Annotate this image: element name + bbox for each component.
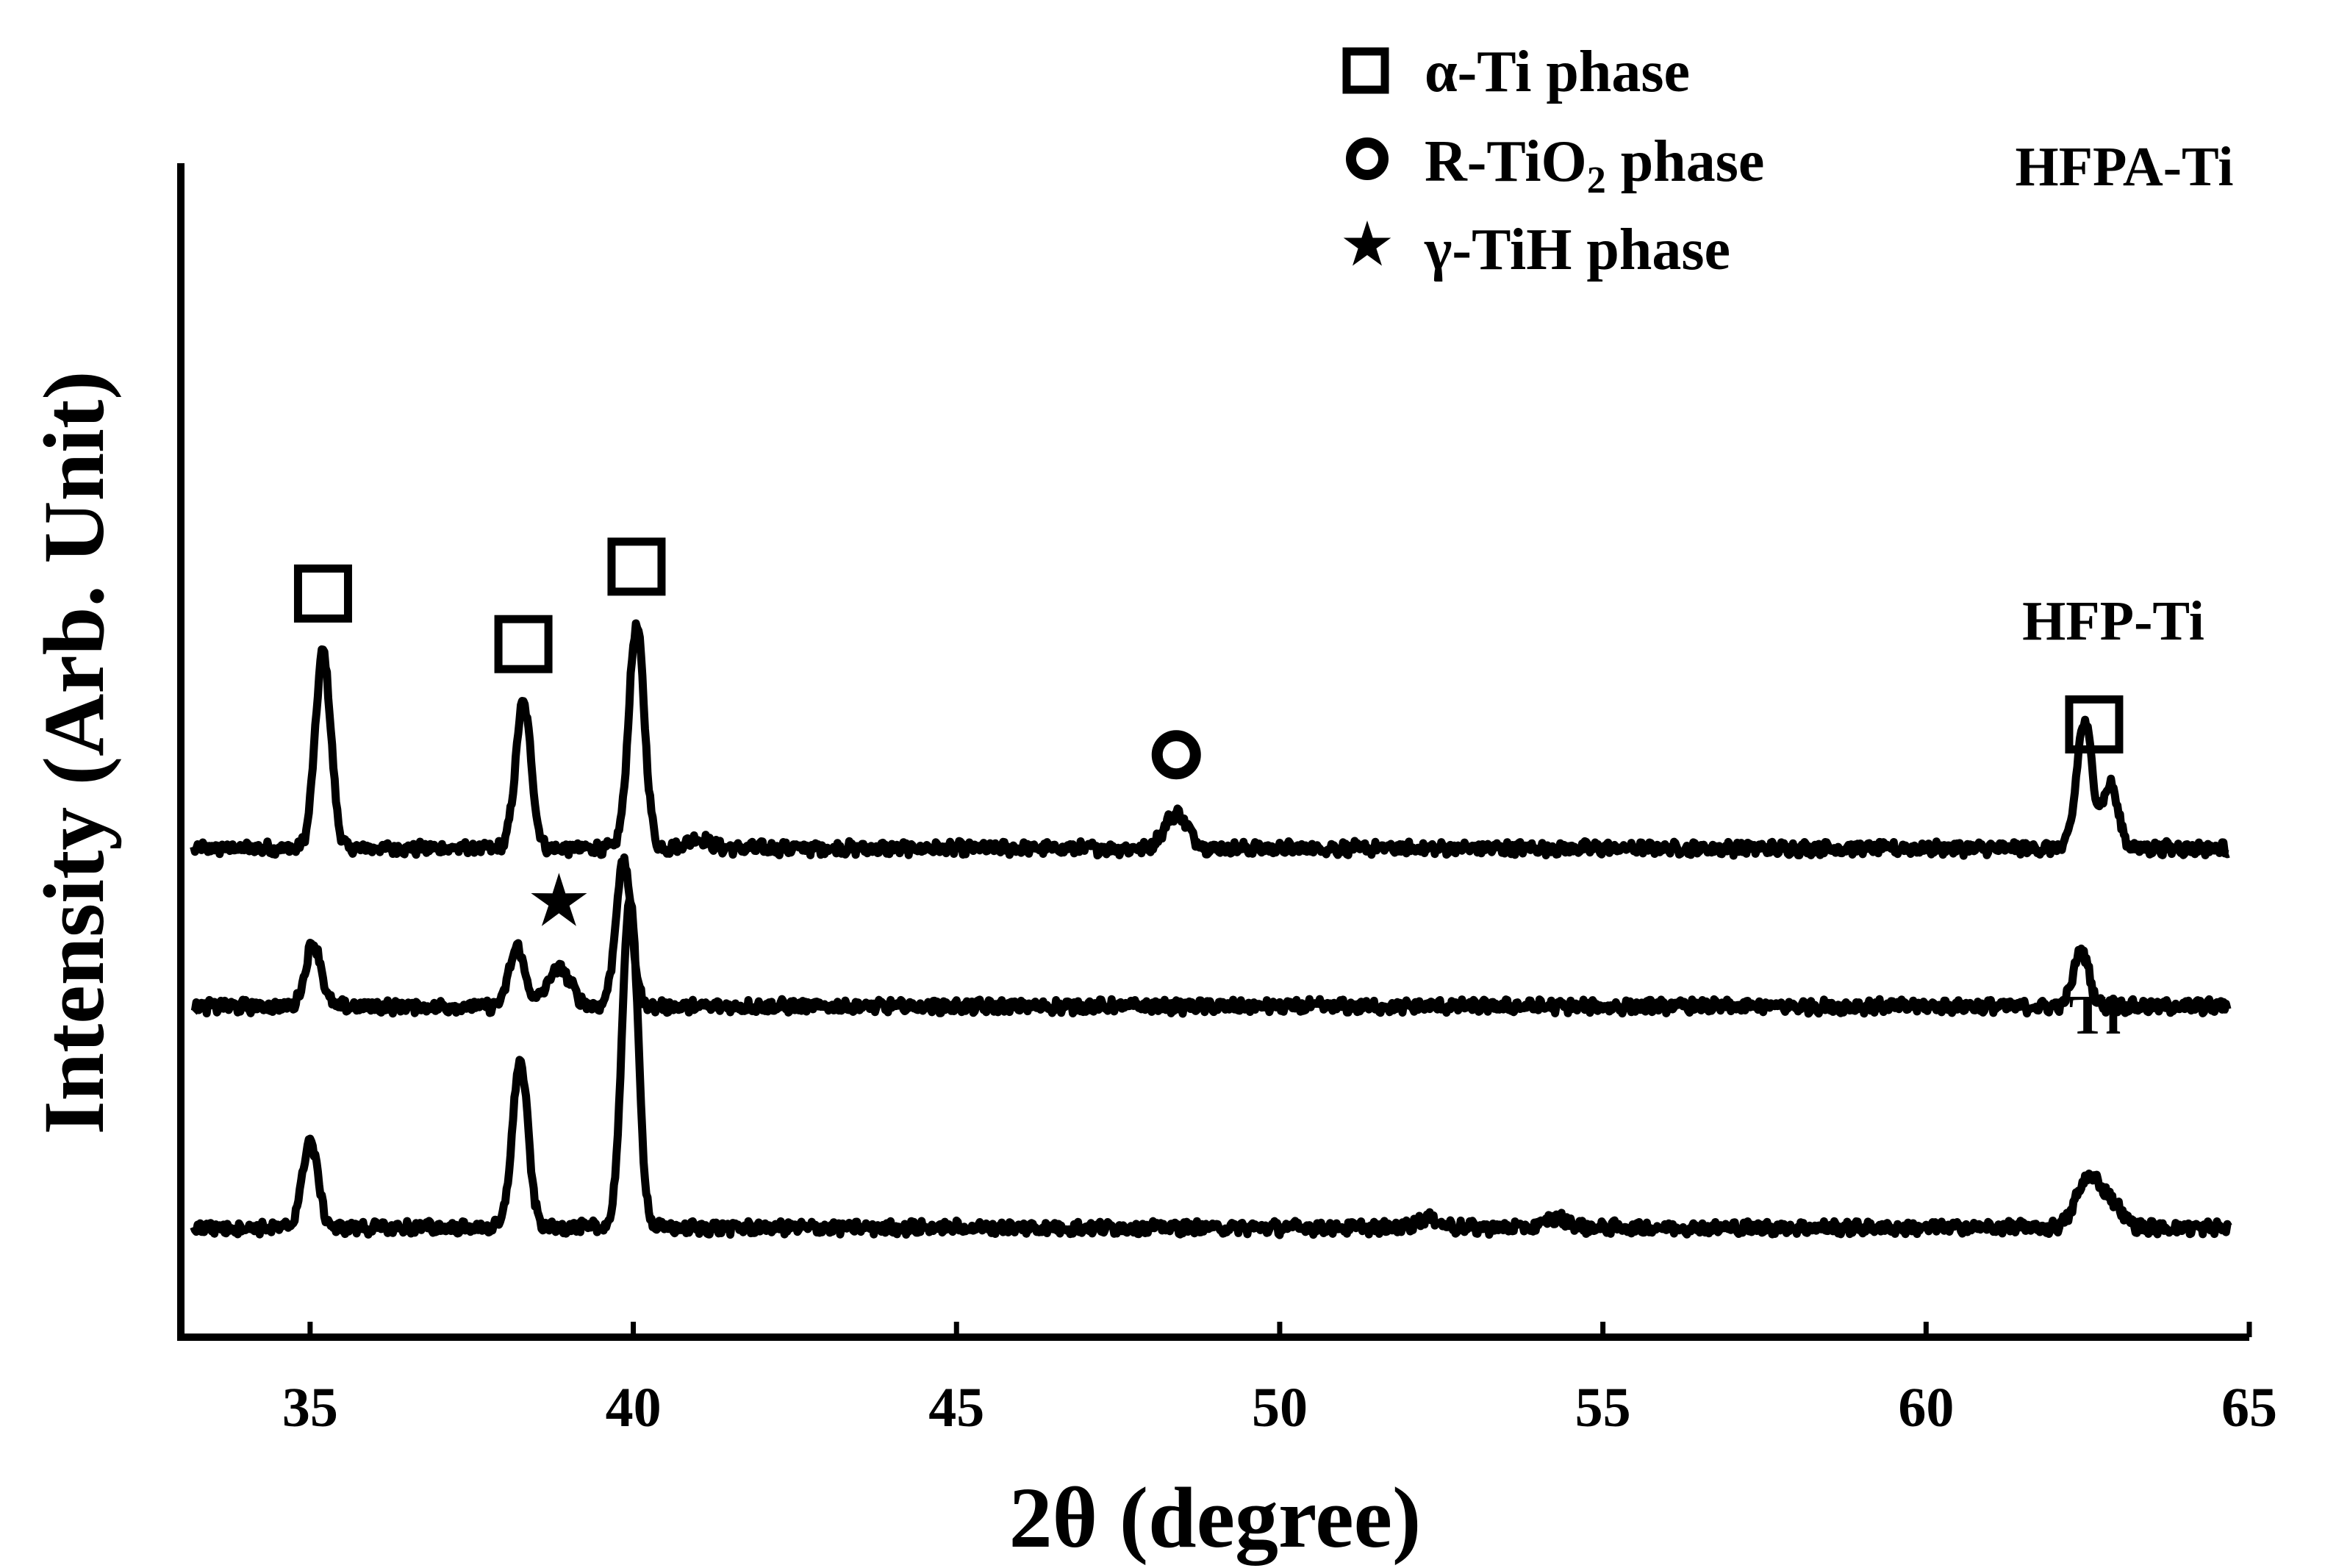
series-label: Ti — [2069, 984, 2121, 1046]
x-tick-label: 35 — [282, 1377, 338, 1439]
legend-item-gamma-tih: γ-TiH phase — [1343, 218, 1730, 282]
star-icon — [1343, 221, 1391, 266]
plot-area: 35 40 45 50 55 60 65 HFPA-Ti HFP-Ti Ti — [177, 136, 2277, 1439]
series-line-hfp-ti — [190, 853, 2232, 1018]
y-axis-title: Intensity (Arb. Unit) — [26, 370, 122, 1134]
x-tick-label: 40 — [606, 1377, 662, 1439]
x-tick-label: 60 — [1898, 1377, 1954, 1439]
alpha-ti-square-icon — [293, 564, 352, 623]
gamma-tih-star-icon — [531, 873, 587, 926]
legend-item-alpha-ti: α-Ti phase — [1342, 40, 1690, 104]
series-line-ti — [190, 896, 2232, 1239]
legend-label: γ-TiH phase — [1424, 218, 1730, 282]
series-label: HFP-Ti — [2022, 590, 2204, 652]
alpha-ti-square-icon — [607, 537, 666, 596]
legend-label: α-Ti phase — [1425, 40, 1690, 104]
alpha-ti-square-icon — [494, 615, 553, 673]
alpha-ti-square-icon — [2065, 695, 2124, 753]
series-label: HFPA-Ti — [2016, 136, 2234, 198]
x-tick-label: 55 — [1575, 1377, 1631, 1439]
x-tick-label: 45 — [928, 1377, 984, 1439]
legend: α-Ti phase R-TiO2 phase γ-TiH phase — [1342, 40, 1764, 282]
series-labels: HFPA-Ti HFP-Ti Ti — [2016, 136, 2234, 1046]
x-ticks: 35 40 45 50 55 60 65 — [282, 1322, 2277, 1439]
peak-markers — [293, 537, 2124, 926]
x-axis-title: 2θ (degree) — [1009, 1469, 1422, 1566]
open-square-icon — [1342, 47, 1389, 94]
legend-item-r-tio2: R-TiO2 phase — [1346, 129, 1764, 201]
legend-label: R-TiO2 phase — [1425, 129, 1764, 201]
r-tio2-circle-icon — [1151, 730, 1201, 780]
x-tick-label: 65 — [2221, 1377, 2277, 1439]
subscript: 2 — [1587, 160, 1606, 201]
series-line-hfpa-ti — [190, 619, 2232, 860]
open-circle-icon — [1346, 137, 1389, 180]
x-tick-label: 50 — [1252, 1377, 1308, 1439]
series-traces — [190, 619, 2232, 1239]
